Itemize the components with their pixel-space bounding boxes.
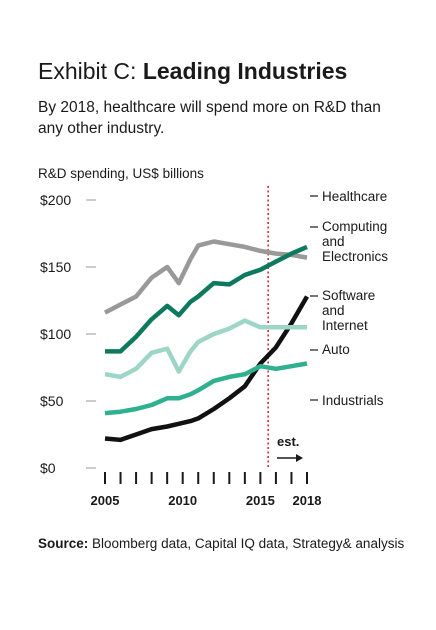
source-note: Source: Bloomberg data, Capital IQ data,…: [38, 534, 418, 553]
series-line-1: [105, 244, 308, 354]
legend-label: and: [322, 234, 345, 249]
chart-title-text: Leading Industries: [142, 58, 348, 84]
legend-label: Industrials: [322, 393, 384, 408]
y-tick-label: $100: [40, 326, 71, 342]
series-line-3: [104, 318, 307, 380]
legend-label: Computing: [322, 219, 387, 234]
source-text: Bloomberg data, Capital IQ data, Strateg…: [92, 536, 405, 551]
series-line-4: [104, 361, 308, 416]
chart-title: Exhibit C: Leading Industries: [38, 58, 347, 85]
x-tick-label: 2015: [246, 493, 275, 508]
y-tick-label: $150: [40, 259, 71, 275]
series-line-2: [104, 295, 309, 443]
legend-label: Healthcare: [322, 189, 387, 204]
line-chart: R&D spending, US$ billions $0 $50 $100 $150 $…: [38, 166, 388, 508]
estimate-label: est.: [277, 434, 299, 449]
x-tick-label: 2018: [293, 493, 322, 508]
y-tick-label: $0: [40, 460, 56, 476]
legend-label: and: [322, 303, 345, 318]
legend-label: Auto: [322, 342, 350, 357]
x-tick-label: 2005: [91, 493, 120, 508]
y-axis-label: R&D spending, US$ billions: [38, 166, 204, 181]
y-tick-label: $200: [40, 192, 71, 208]
y-tick-label: $50: [40, 393, 64, 409]
series-line-0: [103, 239, 308, 315]
chart-subtitle: By 2018, healthcare will spend more on R…: [38, 99, 381, 137]
estimate-arrow-head: [296, 454, 303, 462]
legend-label: Electronics: [322, 249, 388, 264]
exhibit-label: Exhibit C:: [38, 58, 137, 84]
x-tick-label: 2010: [168, 493, 197, 508]
legend-label: Internet: [322, 318, 368, 333]
legend-label: Software: [322, 288, 375, 303]
source-label: Source:: [38, 536, 89, 551]
